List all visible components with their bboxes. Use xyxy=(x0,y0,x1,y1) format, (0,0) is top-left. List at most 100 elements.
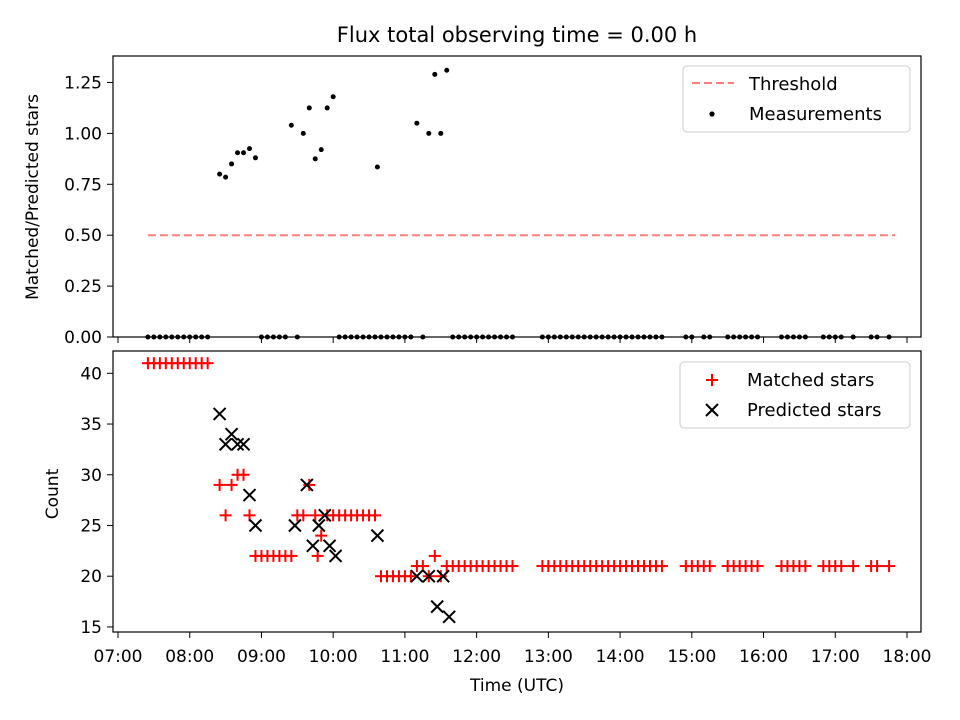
count-legend: Matched stars Predicted stars xyxy=(679,361,911,429)
y-axis-ticks-count: 15 20 25 30 35 40 xyxy=(80,364,113,638)
y-tick-label: 1.25 xyxy=(64,73,102,93)
predicted-star-point xyxy=(306,539,320,553)
measurement-point xyxy=(444,67,450,73)
predicted-star-point xyxy=(218,437,233,452)
ratio-axes-frame xyxy=(112,55,922,338)
predicted-star-point xyxy=(442,610,456,624)
measurement-point xyxy=(318,147,324,153)
predicted-star-point xyxy=(436,569,450,583)
x-tick-label: 15:00 xyxy=(667,647,716,667)
y-tick-label: 0.75 xyxy=(64,175,102,195)
x-tick-label: 14:00 xyxy=(596,647,645,667)
ratio-legend-box xyxy=(682,65,911,133)
matched-star-point xyxy=(219,509,232,522)
matched-star-point xyxy=(225,478,238,491)
matched-star-point xyxy=(847,560,860,573)
y-tick-label: 30 xyxy=(80,466,102,486)
x-tick-label: 07:00 xyxy=(94,647,143,667)
y-tick-label: 0.00 xyxy=(64,328,102,348)
measurement-point xyxy=(300,130,306,136)
measurement-point xyxy=(306,105,312,111)
matched-star-point xyxy=(404,570,417,583)
predicted-star-point xyxy=(318,508,332,523)
measurement-point xyxy=(229,161,235,167)
matched-star-point xyxy=(883,560,896,573)
count-plot-area xyxy=(141,357,896,624)
y-axis-label-count: Count xyxy=(43,468,63,519)
measurement-point xyxy=(324,105,330,111)
measurement-point xyxy=(426,130,432,136)
y-tick-label: 35 xyxy=(80,415,102,435)
predicted-star-point xyxy=(410,569,424,583)
x-tick-label: 17:00 xyxy=(811,647,860,667)
chart-title: Flux total observing time = 0.00 h xyxy=(337,23,697,47)
predicted-star-point xyxy=(328,549,343,563)
x-axis-label: Time (UTC) xyxy=(469,676,564,696)
matched-star-point xyxy=(315,529,328,542)
y-tick-label: 0.25 xyxy=(64,277,102,297)
matched-stars-legend-label: Matched stars xyxy=(747,370,874,391)
matched-star-point xyxy=(428,549,441,562)
predicted-stars-legend-label: Predicted stars xyxy=(747,400,881,421)
predicted-star-point xyxy=(230,437,245,452)
x-tick-label: 08:00 xyxy=(165,647,214,667)
measurement-point xyxy=(312,156,318,162)
measurement-point xyxy=(223,174,229,180)
x-tick-label: 12:00 xyxy=(452,647,501,667)
ratio-legend: Threshold Measurements xyxy=(682,65,911,133)
count-legend-box xyxy=(679,361,911,429)
measurements-legend-swatch xyxy=(709,111,715,117)
measurement-point xyxy=(288,122,294,128)
y-axis-label-ratio: Matched/Predicted stars xyxy=(23,94,43,300)
x-tick-label: 10:00 xyxy=(309,647,358,667)
matched-star-point xyxy=(416,560,429,573)
y-tick-label: 25 xyxy=(80,516,102,536)
matched-star-point xyxy=(237,468,250,481)
measurement-point xyxy=(330,94,336,100)
matched-star-point xyxy=(434,570,447,583)
threshold-legend-label: Threshold xyxy=(748,74,838,95)
x-tick-label: 13:00 xyxy=(524,647,573,667)
measurement-point xyxy=(247,146,252,152)
predicted-star-point xyxy=(236,437,251,452)
matched-star-point xyxy=(201,357,214,370)
x-axis-ticks-count: 07:00 08:00 09:00 10:00 11:00 12:00 13:00 14:00… xyxy=(94,632,932,667)
ratio-panel: Flux total observing time = 0.00 h Match… xyxy=(23,23,922,348)
matched-star-point xyxy=(309,509,322,522)
measurement-point xyxy=(374,164,380,170)
matched-star-point xyxy=(751,560,764,573)
measurement-point xyxy=(438,130,444,136)
predicted-stars-legend-swatch xyxy=(705,403,719,417)
predicted-star-point xyxy=(224,427,239,441)
matched-star-point xyxy=(213,478,226,491)
matched-star-point xyxy=(303,478,316,491)
x-tick-label: 18:00 xyxy=(883,647,932,667)
measurement-point xyxy=(414,120,420,126)
y-tick-label: 15 xyxy=(80,618,102,638)
matched-star-point xyxy=(506,560,519,573)
y-axis-ticks-ratio: 0.00 0.25 0.50 0.75 1.00 1.25 xyxy=(64,73,113,348)
x-tick-label: 11:00 xyxy=(380,647,429,667)
predicted-star-point xyxy=(430,599,444,614)
count-panel: Count Time (UTC) 15 20 25 30 35 40 07:00 08:00… xyxy=(43,350,932,696)
matched-star-point xyxy=(243,509,256,522)
y-tick-label: 0.50 xyxy=(64,226,102,246)
matched-star-point xyxy=(835,560,848,573)
predicted-star-point xyxy=(288,518,302,533)
measurement-point xyxy=(235,150,241,156)
predicted-star-point xyxy=(312,518,326,533)
matched-star-point xyxy=(369,509,382,522)
matched-star-point xyxy=(871,560,884,573)
predicted-star-point xyxy=(422,569,436,583)
matched-stars-legend-swatch xyxy=(706,374,718,386)
matched-star-point xyxy=(655,560,668,573)
measurement-point xyxy=(252,155,258,161)
matched-star-point xyxy=(799,560,812,573)
measurements-legend-label: Measurements xyxy=(749,104,882,125)
y-tick-label: 1.00 xyxy=(64,124,102,144)
matched-star-point xyxy=(703,560,716,573)
matched-star-point xyxy=(285,549,298,562)
predicted-star-point xyxy=(322,539,337,553)
x-tick-label: 09:00 xyxy=(237,647,286,667)
